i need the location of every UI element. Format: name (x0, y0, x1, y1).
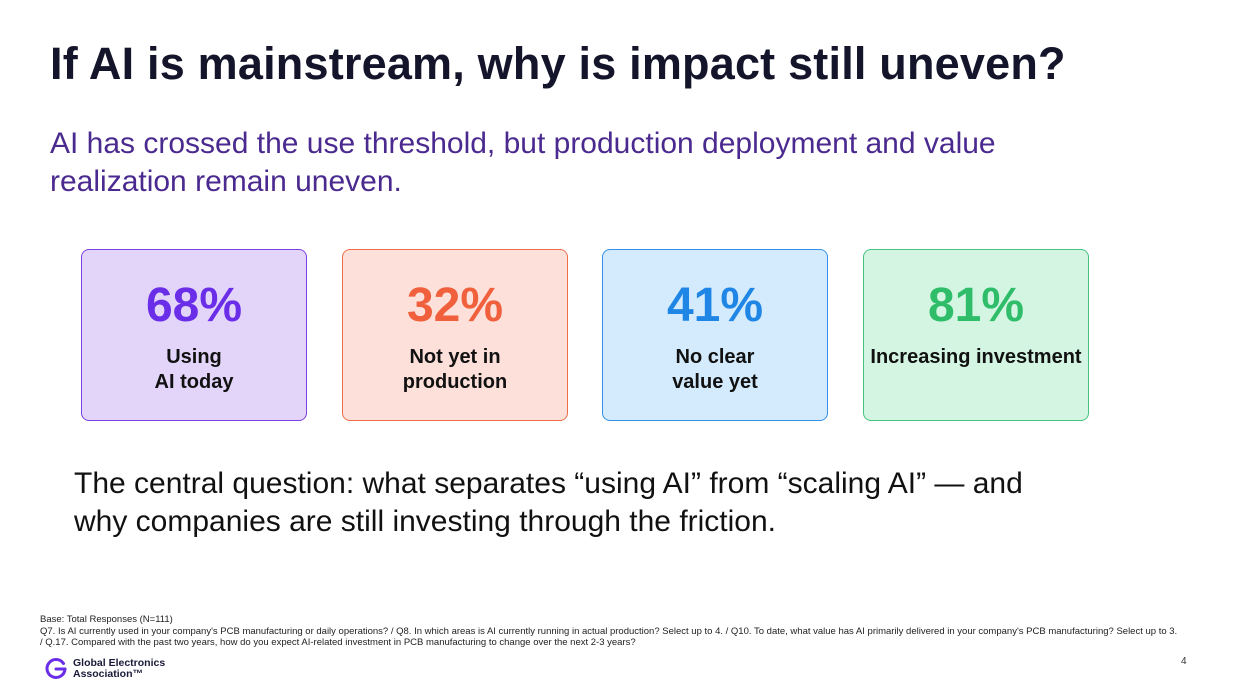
footnote: Base: Total Responses (N=111) Q7. Is AI … (40, 614, 1180, 649)
stat-card-not-in-production: 32% Not yet in production (342, 249, 568, 421)
stat-card-increasing-investment: 81% Increasing investment (863, 249, 1089, 421)
global-electronics-association-logo-icon (45, 658, 67, 679)
stat-value: 41% (666, 279, 764, 332)
stat-value: 68% (145, 279, 243, 332)
stat-card-no-clear-value: 41% No clear value yet (602, 249, 828, 421)
stat-label: Not yet in production (402, 346, 508, 393)
footnote-base: Base: Total Responses (N=111) (40, 614, 173, 625)
company-logo: Global Electronics Association™ (44, 656, 165, 682)
stat-card-using-ai: 68% Using AI today (81, 249, 307, 421)
page-number: 4 (1181, 656, 1187, 667)
stat-label: Using AI today (154, 346, 234, 393)
central-question: The central question: what separates “us… (74, 467, 1023, 538)
logo-text: Global Electronics Association™ (73, 657, 166, 680)
footnote-questions: Q7. Is AI currently used in your company… (40, 625, 1178, 649)
stat-label: Increasing investment (870, 346, 1082, 368)
slide-title: If AI is mainstream, why is impact still… (50, 38, 1066, 89)
stat-value: 32% (406, 279, 504, 332)
stat-label: No clear value yet (672, 346, 758, 393)
slide-subtitle: AI has crossed the use threshold, but pr… (50, 127, 996, 198)
stat-value: 81% (927, 279, 1025, 332)
